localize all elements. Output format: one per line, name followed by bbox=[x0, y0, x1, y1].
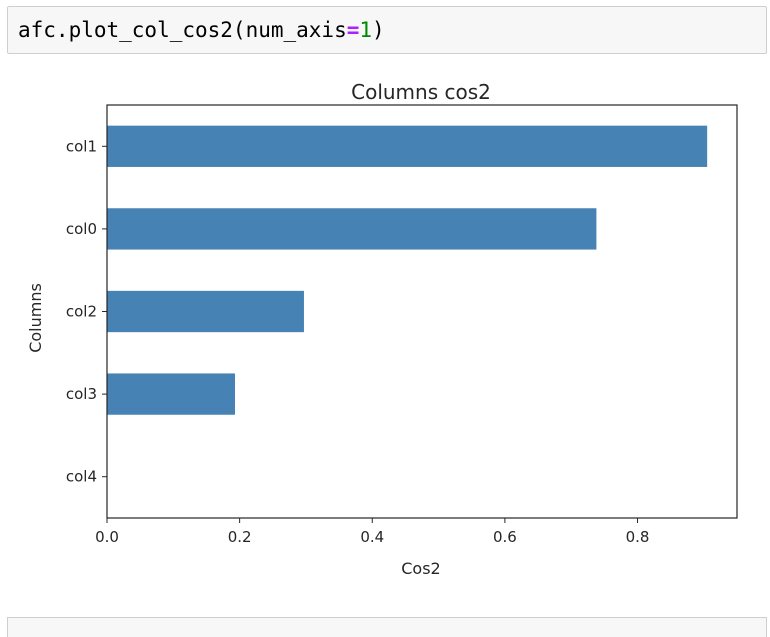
code-token-paren: ) bbox=[372, 18, 385, 42]
y-tick-label: col4 bbox=[66, 468, 97, 486]
bar-col2 bbox=[107, 290, 304, 333]
code-cell[interactable]: afc.plot_col_cos2(num_axis=1) bbox=[7, 6, 767, 54]
code-line[interactable]: afc.plot_col_cos2(num_axis=1) bbox=[18, 17, 385, 43]
y-tick-label: col2 bbox=[66, 303, 97, 321]
y-axis-label: Columns bbox=[26, 283, 45, 353]
x-tick-label: 0.8 bbox=[626, 528, 650, 546]
bar-col3 bbox=[107, 373, 235, 415]
bar-col0 bbox=[107, 208, 597, 250]
bar-col1 bbox=[107, 125, 708, 167]
x-tick-label: 0.6 bbox=[493, 528, 517, 546]
y-tick-label: col1 bbox=[66, 137, 97, 155]
code-token-operator: = bbox=[346, 18, 360, 42]
cell-output: Columns cos2 col1 col0 col2 col3 col4 0.0 0.2… bbox=[0, 62, 770, 610]
y-tick-label: col3 bbox=[66, 385, 97, 403]
bar-chart: Columns cos2 col1 col0 col2 col3 col4 0.0 0.2… bbox=[26, 80, 738, 578]
x-tick-label: 0.0 bbox=[95, 528, 119, 546]
x-tick-label: 0.4 bbox=[360, 528, 384, 546]
y-tick-label: col0 bbox=[66, 220, 97, 238]
code-token-number: 1 bbox=[359, 18, 373, 42]
x-axis-label: Cos2 bbox=[401, 559, 440, 578]
next-code-cell[interactable] bbox=[7, 617, 767, 637]
chart-title: Columns cos2 bbox=[351, 80, 491, 104]
x-tick-label: 0.2 bbox=[228, 528, 252, 546]
code-token-call: afc.plot_col_cos2(num_axis bbox=[18, 18, 347, 42]
